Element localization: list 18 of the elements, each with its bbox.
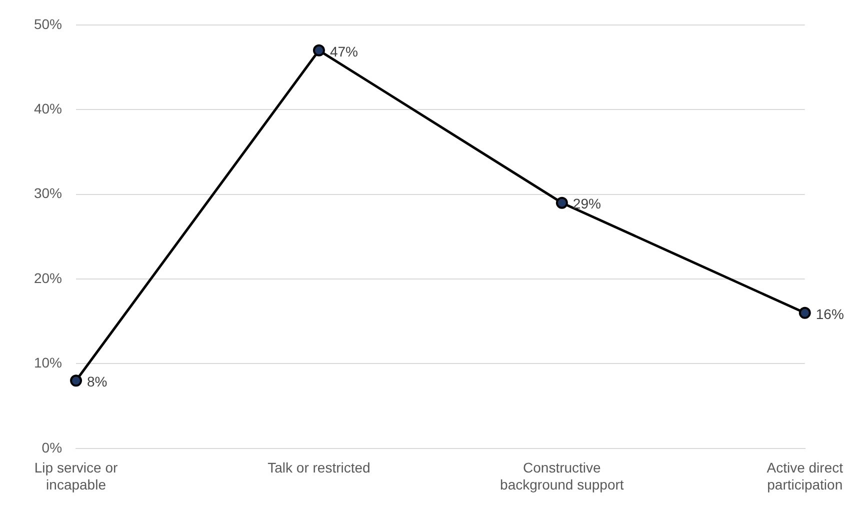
y-tick-label: 0% xyxy=(42,439,62,456)
y-tick-label: 10% xyxy=(34,354,62,371)
point xyxy=(556,196,568,209)
point xyxy=(70,374,82,387)
point xyxy=(798,306,811,319)
y-tick-label: 50% xyxy=(34,16,62,32)
y-tick-label: 40% xyxy=(34,100,62,117)
point xyxy=(312,44,325,56)
y-tick-label: 30% xyxy=(34,185,62,202)
y-tick-label: 20% xyxy=(34,270,62,286)
x-tick-label: Constructive background support xyxy=(500,460,624,492)
data-label: 16% xyxy=(816,306,844,322)
x-tick-label: Lip service or incapable xyxy=(34,460,118,492)
data-label: 29% xyxy=(572,196,601,212)
x-tick-label: Talk or restricted xyxy=(268,460,370,476)
x-tick-label: Active direct participation xyxy=(766,460,844,492)
data-label: 47% xyxy=(330,43,358,60)
data-label: 8% xyxy=(87,374,108,390)
